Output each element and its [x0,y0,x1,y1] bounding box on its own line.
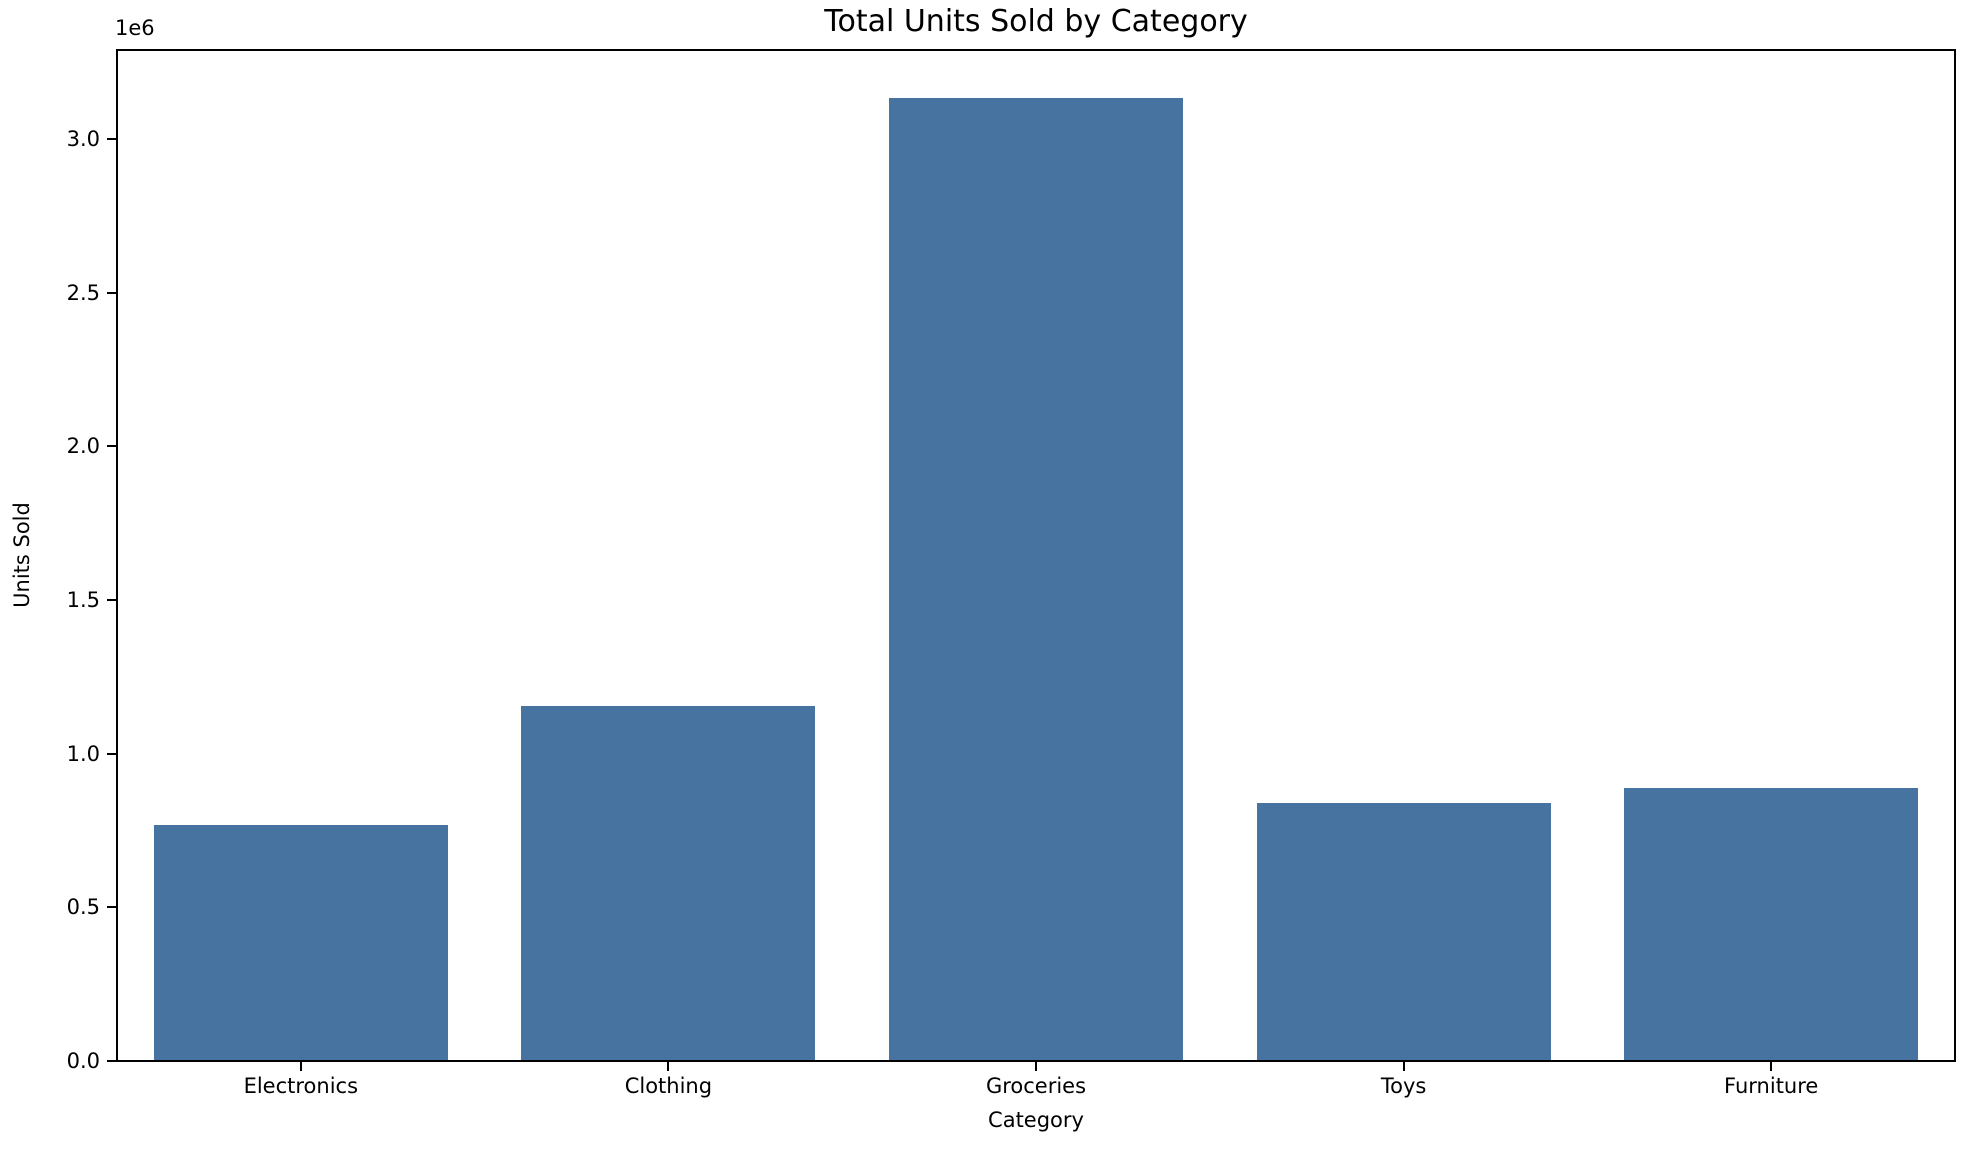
x-tick-label: Clothing [624,1074,713,1098]
y-tick-label: 1.0 [66,741,100,766]
bar-clothing [521,706,816,1061]
bar-furniture [1624,788,1919,1061]
x-tick-label: Groceries [985,1074,1087,1098]
x-tick-label: Furniture [1724,1074,1819,1098]
y-tick-mark [107,291,117,294]
y-tick-mark [107,1060,117,1062]
y-tick-mark [107,445,117,448]
y-tick-label: 2.0 [66,434,100,459]
y-tick-mark [107,138,117,141]
bar-groceries [888,97,1184,1061]
x-tick-mark [299,1061,302,1071]
x-tick-mark [1035,1061,1037,1071]
x-axis-label: Category [988,1108,1084,1132]
y-tick-mark [107,599,117,602]
bar-electronics [153,824,448,1061]
y-tick-mark [107,752,117,755]
y-tick-label: 3.0 [66,127,100,152]
bar-toys [1256,803,1551,1061]
y-tick-mark [107,906,117,909]
x-tick-mark [1402,1061,1405,1071]
y-tick-label: 1.5 [66,588,100,613]
x-tick-mark [1770,1061,1773,1071]
x-tick-label: Electronics [243,1074,359,1098]
y-tick-label: 0.5 [66,895,100,920]
y-tick-label: 0.0 [66,1049,100,1073]
y-axis-offset-label: 1e6 [115,16,155,40]
x-tick-label: Toys [1380,1074,1427,1098]
x-tick-mark [667,1061,670,1071]
chart-title: Total Units Sold by Category [824,4,1248,39]
y-tick-label: 2.5 [66,280,100,305]
